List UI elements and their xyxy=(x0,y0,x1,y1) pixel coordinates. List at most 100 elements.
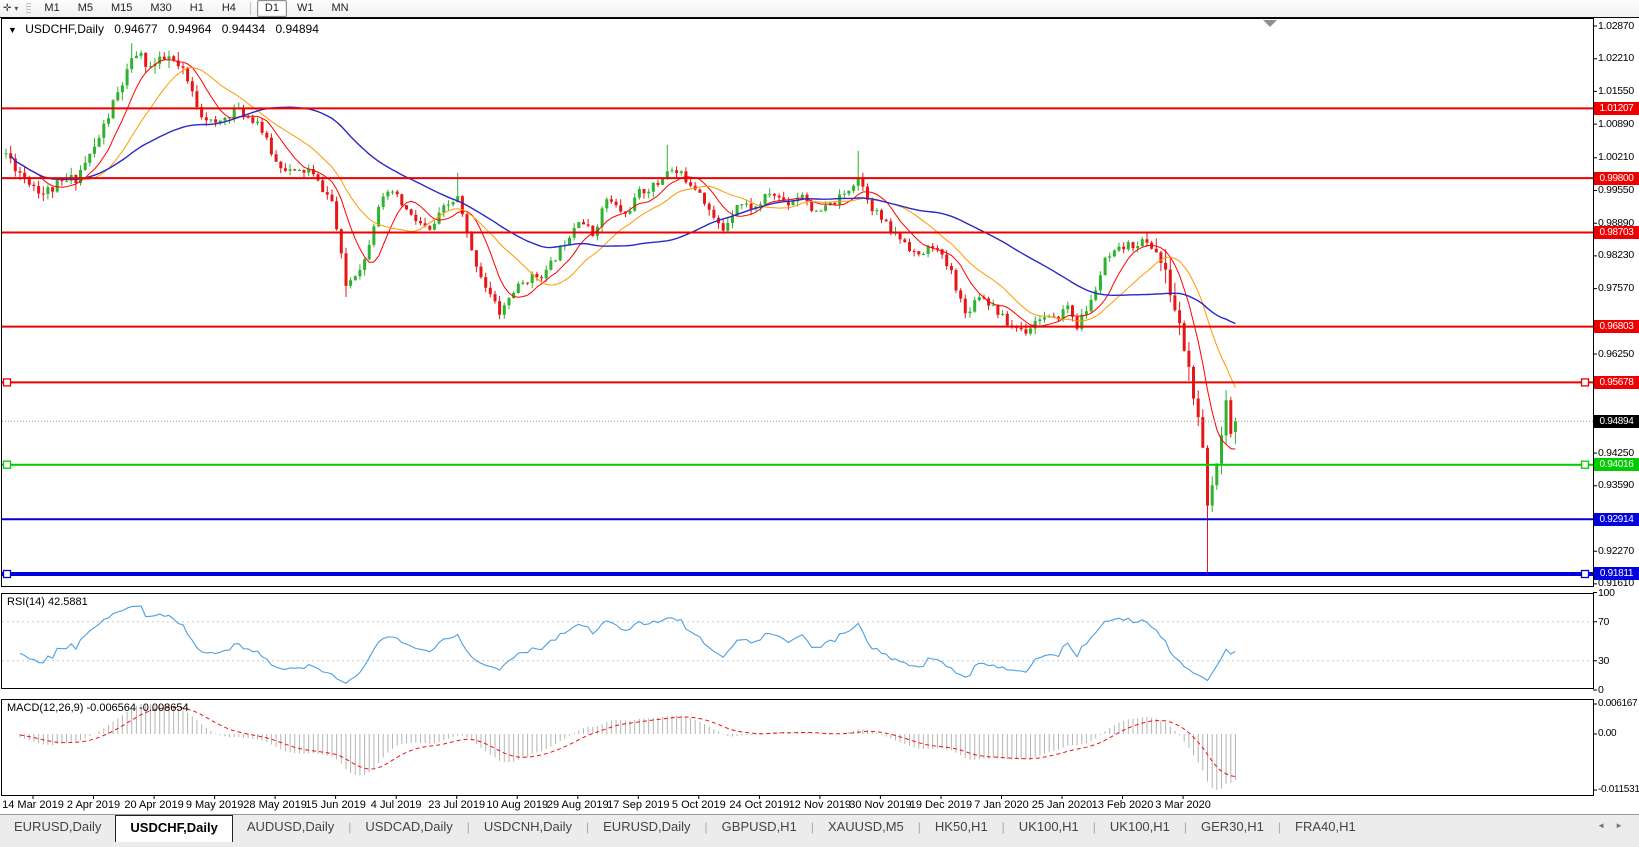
rsi-pane[interactable] xyxy=(1,593,1594,689)
ma-fast-line xyxy=(10,59,1236,450)
rsi-axis-label: 100 xyxy=(1598,586,1615,599)
timeframe-button-mn[interactable]: MN xyxy=(331,2,349,14)
tab-separator: | xyxy=(917,820,921,834)
cursor-dropdown-icon[interactable]: ▾ xyxy=(14,4,19,13)
timeframe-button-m5[interactable]: M5 xyxy=(77,2,93,14)
crosshair-cursor-icon[interactable]: ✛ xyxy=(3,3,12,14)
chart-tab-audusd-daily[interactable]: AUDUSD,Daily xyxy=(246,819,335,834)
chart-title: ▼ USDCHF,Daily 0.94677 0.94964 0.94434 0… xyxy=(8,22,319,36)
rsi-indicator-label: RSI(14) 42.5881 xyxy=(7,596,88,608)
price-tick-label: 0.98890 xyxy=(1598,216,1634,229)
price-tick-label: 1.00210 xyxy=(1598,151,1634,164)
chart-tab-uk100-h1[interactable]: UK100,H1 xyxy=(1109,819,1170,834)
chart-tab-usdcad-daily[interactable]: USDCAD,Daily xyxy=(365,819,453,834)
chart-tab-eurusd-daily[interactable]: EURUSD,Daily xyxy=(14,819,102,834)
price-axis[interactable] xyxy=(1594,18,1639,796)
collapse-arrow-icon[interactable]: ▼ xyxy=(8,25,17,35)
date-label: 5 Oct 2019 xyxy=(671,799,726,811)
timeframe-button-w1[interactable]: W1 xyxy=(296,2,314,14)
ohlc-close: 0.94894 xyxy=(275,22,319,36)
chart-tab-usdchf-daily[interactable]: USDCHF,Daily xyxy=(115,815,233,842)
tab-separator: | xyxy=(704,820,708,834)
chart-tab-hk50-h1[interactable]: HK50,H1 xyxy=(934,819,988,834)
chart-shift-marker-icon[interactable] xyxy=(1263,20,1277,27)
price-tick-label: 0.99550 xyxy=(1598,184,1634,196)
current-price-badge: 0.94894 xyxy=(1594,414,1639,428)
date-axis-ticks xyxy=(32,795,1184,799)
tab-separator: | xyxy=(1092,820,1096,834)
ohlc-low: 0.94434 xyxy=(221,22,266,36)
chart-tab-eurusd-daily[interactable]: EURUSD,Daily xyxy=(603,819,691,834)
timeframe-toolbar: ✛ ▾ M1 M5 M15 M30 H1 H4 D1 W1 MN xyxy=(0,0,1639,18)
toolbar-grip xyxy=(26,2,32,15)
price-tick-label: 1.02210 xyxy=(1598,52,1634,65)
price-level-badge: 0.95678 xyxy=(1594,375,1639,389)
macd-axis-label: -0.011531 xyxy=(1598,784,1639,795)
rsi-axis-label: 70 xyxy=(1598,615,1610,628)
timeframe-buttons: M1 M5 M15 M30 H1 H4 D1 W1 MN xyxy=(35,0,357,17)
date-label: 25 Jan 2020 xyxy=(1031,799,1093,811)
line-selection-handle[interactable] xyxy=(1580,569,1590,579)
tab-separator: | xyxy=(1001,820,1005,834)
price-pane[interactable] xyxy=(1,18,1594,587)
tab-separator: | xyxy=(810,820,814,834)
chart-tab-fra40-h1[interactable]: FRA40,H1 xyxy=(1295,819,1356,834)
date-label: 4 Jul 2019 xyxy=(370,799,422,811)
price-tick-label: 0.94250 xyxy=(1598,446,1634,459)
toolbar-separator xyxy=(249,2,251,15)
timeframe-button-h4[interactable]: H4 xyxy=(221,2,236,14)
timeframe-button-h1[interactable]: H1 xyxy=(189,2,204,14)
price-tick-label: 0.93590 xyxy=(1598,479,1634,492)
rsi-axis-label: 0 xyxy=(1598,684,1604,696)
symbol-period-label: USDCHF,Daily xyxy=(25,22,104,36)
timeframe-button-d1[interactable]: D1 xyxy=(256,0,287,17)
price-level-badge: 0.91811 xyxy=(1594,567,1639,581)
macd-current-values: -0.006564 -0.008654 xyxy=(86,702,189,714)
tab-scroll-arrows[interactable]: ◄► xyxy=(1597,821,1633,830)
tab-separator: | xyxy=(586,820,590,834)
date-label: 23 Jul 2019 xyxy=(428,799,486,811)
price-level-badge: 0.96803 xyxy=(1594,320,1639,334)
indicator-axis-ticks xyxy=(1593,592,1597,791)
price-level-badge: 1.01207 xyxy=(1594,101,1639,115)
price-tick-label: 0.97570 xyxy=(1598,282,1634,295)
date-label: 7 Jan 2020 xyxy=(974,799,1029,811)
price-tick-label: 0.98230 xyxy=(1598,249,1634,262)
timeframe-button-m30[interactable]: M30 xyxy=(150,2,172,14)
ma-mid-line xyxy=(10,67,1236,388)
tab-scroll-right-icon: ► xyxy=(1615,821,1633,830)
line-selection-handle[interactable] xyxy=(1580,378,1590,387)
line-selection-handle[interactable] xyxy=(2,460,12,469)
chart-tab-bar: EURUSD,Daily USDCHF,Daily AUDUSD,Daily | USD… xyxy=(0,814,1639,847)
date-label: 9 May 2019 xyxy=(185,799,244,811)
chart-tab-xauusd-m5[interactable]: XAUUSD,M5 xyxy=(827,819,904,834)
chart-tab-usdcnh-daily[interactable]: USDCNH,Daily xyxy=(483,819,573,834)
line-selection-handle[interactable] xyxy=(2,569,12,579)
tab-separator: | xyxy=(466,820,470,834)
macd-axis-label: 0.006167 xyxy=(1598,698,1638,709)
chart-tab-ger30-h1[interactable]: GER30,H1 xyxy=(1201,819,1264,834)
macd-indicator-label: MACD(12,26,9) -0.006564 -0.008654 xyxy=(7,702,189,714)
tab-separator: | xyxy=(1183,820,1188,834)
timeframe-button-m15[interactable]: M15 xyxy=(110,2,133,14)
ma-slow-line xyxy=(10,106,1236,325)
chart-tab-gbpusd-h1[interactable]: GBPUSD,H1 xyxy=(721,819,797,834)
candles-layer xyxy=(4,43,1237,574)
timeframe-button-m1[interactable]: M1 xyxy=(44,2,60,14)
price-tick-label: 0.92270 xyxy=(1598,544,1634,557)
price-tick-label: 0.96250 xyxy=(1598,347,1634,360)
date-label: 14 Mar 2019 xyxy=(2,799,64,811)
line-selection-handle[interactable] xyxy=(2,378,12,387)
price-level-badge: 0.99800 xyxy=(1594,171,1639,185)
line-selection-handle[interactable] xyxy=(1580,460,1590,469)
rsi-current-value: 42.5881 xyxy=(47,596,88,608)
date-label: 2 Apr 2019 xyxy=(66,799,121,811)
chart-tab-uk100-h1[interactable]: UK100,H1 xyxy=(1018,819,1079,834)
price-tick-label: 1.02870 xyxy=(1598,19,1634,32)
macd-pane[interactable] xyxy=(1,699,1594,796)
rsi-axis-label: 30 xyxy=(1598,654,1610,667)
price-level-badge: 0.94016 xyxy=(1594,458,1639,472)
date-label: 10 Aug 2019 xyxy=(486,799,549,811)
date-label: 17 Sep 2019 xyxy=(607,799,670,811)
